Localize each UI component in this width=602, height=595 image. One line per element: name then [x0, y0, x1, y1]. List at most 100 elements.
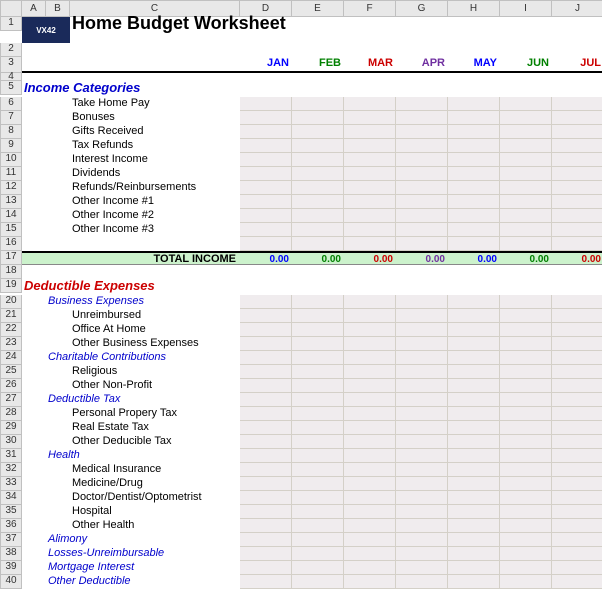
data-cell[interactable]: [396, 365, 448, 379]
data-cell[interactable]: [344, 209, 396, 223]
data-cell[interactable]: [396, 139, 448, 153]
cell[interactable]: [240, 17, 292, 43]
row-header[interactable]: 1: [0, 17, 22, 31]
total-value[interactable]: 0.00: [500, 251, 552, 265]
cell[interactable]: [344, 73, 396, 81]
income-item[interactable]: Other Income #3: [70, 223, 240, 237]
data-cell[interactable]: [344, 295, 396, 309]
data-cell[interactable]: [240, 237, 292, 251]
data-cell[interactable]: [344, 125, 396, 139]
cell[interactable]: [22, 407, 46, 421]
cell[interactable]: [500, 73, 552, 81]
cell[interactable]: [22, 167, 46, 181]
cell[interactable]: [46, 237, 70, 251]
data-cell[interactable]: [552, 407, 602, 421]
row-header[interactable]: 20: [0, 295, 22, 309]
cell[interactable]: [500, 279, 552, 295]
row-header[interactable]: 6: [0, 97, 22, 111]
data-cell[interactable]: [292, 351, 344, 365]
data-cell[interactable]: [552, 153, 602, 167]
data-cell[interactable]: [448, 209, 500, 223]
data-cell[interactable]: [448, 223, 500, 237]
data-cell[interactable]: [344, 463, 396, 477]
data-cell[interactable]: [500, 463, 552, 477]
data-cell[interactable]: [344, 449, 396, 463]
data-cell[interactable]: [344, 323, 396, 337]
data-cell[interactable]: [292, 547, 344, 561]
row-header[interactable]: 32: [0, 463, 22, 477]
cell[interactable]: [240, 81, 292, 97]
data-cell[interactable]: [344, 167, 396, 181]
data-cell[interactable]: [500, 547, 552, 561]
cell[interactable]: [22, 43, 46, 57]
income-item[interactable]: Other Income #1: [70, 195, 240, 209]
data-cell[interactable]: [344, 181, 396, 195]
data-cell[interactable]: [240, 463, 292, 477]
expense-item[interactable]: Personal Propery Tax: [70, 407, 240, 421]
cell[interactable]: [292, 43, 344, 57]
data-cell[interactable]: [396, 463, 448, 477]
data-cell[interactable]: [552, 295, 602, 309]
row-header[interactable]: 36: [0, 519, 22, 533]
data-cell[interactable]: [500, 379, 552, 393]
data-cell[interactable]: [396, 393, 448, 407]
data-cell[interactable]: [396, 351, 448, 365]
cell[interactable]: [22, 139, 46, 153]
data-cell[interactable]: [292, 323, 344, 337]
group-header[interactable]: Deductible Tax: [46, 393, 240, 407]
data-cell[interactable]: [500, 209, 552, 223]
cell[interactable]: [46, 477, 70, 491]
data-cell[interactable]: [396, 323, 448, 337]
data-cell[interactable]: [552, 181, 602, 195]
data-cell[interactable]: [292, 237, 344, 251]
data-cell[interactable]: [448, 407, 500, 421]
data-cell[interactable]: [500, 449, 552, 463]
row-header[interactable]: 26: [0, 379, 22, 393]
cell[interactable]: [448, 73, 500, 81]
data-cell[interactable]: [292, 223, 344, 237]
data-cell[interactable]: [240, 393, 292, 407]
cell[interactable]: [552, 73, 602, 81]
data-cell[interactable]: [344, 351, 396, 365]
data-cell[interactable]: [552, 463, 602, 477]
data-cell[interactable]: [240, 379, 292, 393]
cell[interactable]: [46, 195, 70, 209]
col-header[interactable]: E: [292, 0, 344, 17]
row-header[interactable]: 17: [0, 251, 22, 265]
data-cell[interactable]: [500, 365, 552, 379]
cell[interactable]: [22, 561, 46, 575]
expense-item[interactable]: Other Non-Profit: [70, 379, 240, 393]
data-cell[interactable]: [344, 519, 396, 533]
data-cell[interactable]: [500, 393, 552, 407]
cell[interactable]: [292, 81, 344, 97]
data-cell[interactable]: [396, 505, 448, 519]
data-cell[interactable]: [500, 337, 552, 351]
data-cell[interactable]: [292, 125, 344, 139]
cell[interactable]: [22, 111, 46, 125]
data-cell[interactable]: [240, 533, 292, 547]
data-cell[interactable]: [292, 181, 344, 195]
data-cell[interactable]: [552, 209, 602, 223]
cell[interactable]: [70, 57, 240, 73]
data-cell[interactable]: [344, 547, 396, 561]
data-cell[interactable]: [500, 139, 552, 153]
cell[interactable]: [500, 43, 552, 57]
data-cell[interactable]: [344, 533, 396, 547]
data-cell[interactable]: [292, 139, 344, 153]
row-header[interactable]: 2: [0, 43, 22, 57]
data-cell[interactable]: [344, 237, 396, 251]
data-cell[interactable]: [448, 435, 500, 449]
data-cell[interactable]: [552, 421, 602, 435]
cell[interactable]: [292, 73, 344, 81]
cell[interactable]: [22, 421, 46, 435]
group-header[interactable]: Health: [46, 449, 240, 463]
data-cell[interactable]: [240, 125, 292, 139]
cell[interactable]: [46, 519, 70, 533]
cell[interactable]: [70, 265, 240, 279]
cell[interactable]: [344, 17, 396, 43]
expense-item[interactable]: Office At Home: [70, 323, 240, 337]
data-cell[interactable]: [240, 449, 292, 463]
row-header[interactable]: 13: [0, 195, 22, 209]
row-header[interactable]: 33: [0, 477, 22, 491]
cell[interactable]: [240, 265, 292, 279]
